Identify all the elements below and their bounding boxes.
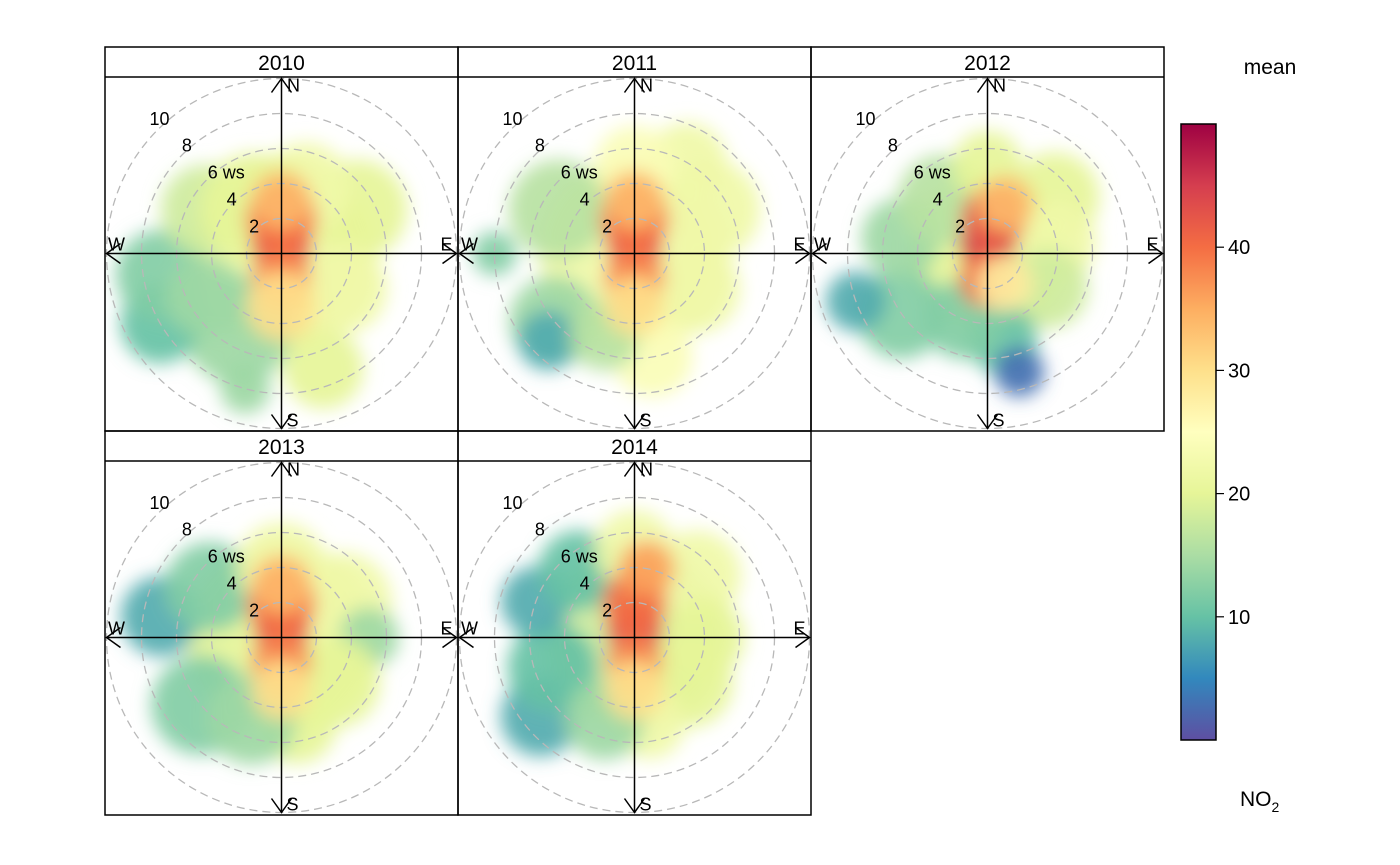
panel-2014: N S E W 24 6 ws 8 10 2014 (457, 430, 812, 816)
panel-strip-label: 2012 (964, 52, 1011, 75)
ring-label: 4 (227, 574, 237, 594)
compass-label-N: N (993, 76, 1006, 96)
panel-strip-label: 2011 (612, 52, 657, 75)
ring-label: 10 (149, 493, 169, 513)
compass-label-E: E (793, 619, 805, 639)
ring-label: 10 (149, 109, 169, 129)
surface-cell (977, 255, 1033, 312)
ring-label: 8 (535, 136, 545, 156)
polar-surface (500, 510, 745, 760)
colorbar-title-sub: 2 (1272, 799, 1280, 815)
panel-2011: N S E W 24 6 ws 8 10 2011 (457, 46, 812, 432)
compass-label-E: E (440, 619, 452, 639)
surface-cell (283, 328, 364, 409)
colorbar-tick-label: 20 (1228, 484, 1250, 506)
ring-label: 6 ws (914, 163, 951, 183)
ring-label: 6 ws (561, 163, 598, 183)
compass-axes (458, 77, 811, 430)
compass-label-E: E (793, 235, 805, 255)
compass-label-N: N (640, 460, 653, 480)
ring-label: 4 (227, 190, 237, 210)
colorbar-ticks: 10 20 30 40 (1216, 237, 1250, 629)
compass-label-S: S (286, 411, 298, 431)
panel-2012: N S E W 24 6 ws 8 10 2012 (810, 46, 1165, 432)
ring-label: 8 (888, 136, 898, 156)
surface-cell (164, 542, 255, 633)
panel-2013: N S E W 24 6 ws 8 10 2013 (104, 430, 459, 816)
colorbar-title-bottom: NO2 (1240, 788, 1280, 815)
colorbar-gradient (1180, 123, 1217, 741)
surface-cell (508, 159, 609, 260)
compass-label-E: E (440, 235, 452, 255)
ring-label: 2 (955, 217, 965, 237)
compass-label-N: N (287, 76, 300, 96)
compass-label-W: W (461, 235, 478, 255)
compass-label-N: N (640, 76, 653, 96)
colorbar-tick-label: 30 (1228, 360, 1250, 382)
compass-label-S: S (639, 795, 651, 815)
panel-frame (810, 46, 1165, 432)
panel-frame (457, 430, 812, 816)
compass-label-W: W (108, 619, 125, 639)
ring-label: 6 ws (208, 163, 245, 183)
surface-cell (165, 257, 246, 338)
ring-label: 8 (182, 136, 192, 156)
ring-label: 4 (580, 574, 590, 594)
compass-label-W: W (461, 619, 478, 639)
ring-label: 10 (502, 493, 522, 513)
colorbar: mean 10 20 30 40 NO2 (1180, 56, 1297, 815)
compass-label-S: S (286, 795, 298, 815)
ring-label: 8 (182, 520, 192, 540)
panel-strip-label: 2014 (611, 436, 658, 459)
ring-label: 2 (602, 217, 612, 237)
surface-cell (517, 310, 578, 371)
polar-surface (120, 522, 399, 765)
colorbar-tick-label: 40 (1228, 237, 1250, 259)
surface-cell (650, 243, 741, 334)
panel-2010: N S E W 24 6 ws 8 10 2010 (104, 46, 459, 432)
colorbar-title-main: NO (1240, 788, 1272, 811)
compass-label-S: S (992, 411, 1004, 431)
compass-label-W: W (108, 235, 125, 255)
polar-surface (825, 131, 1100, 397)
ring-label: 8 (535, 520, 545, 540)
surface-cell (507, 622, 598, 713)
compass-axes (811, 77, 1164, 430)
ring-label: 10 (502, 109, 522, 129)
ring-label: 4 (933, 190, 943, 210)
polar-surface (472, 122, 761, 397)
surface-cell (297, 243, 388, 334)
compass-axes (105, 77, 458, 430)
compass-axes (105, 461, 458, 814)
panel-strip-label: 2010 (258, 52, 305, 75)
compass-label-S: S (639, 411, 651, 431)
compass-axes (458, 461, 811, 814)
ring-label: 6 ws (561, 547, 598, 567)
ring-label: 2 (249, 601, 259, 621)
ring-label: 2 (602, 601, 612, 621)
ring-label: 6 ws (208, 547, 245, 567)
ring-label: 2 (249, 217, 259, 237)
ring-label: 10 (855, 109, 875, 129)
surface-cell (994, 346, 1045, 397)
colorbar-tick-label: 10 (1228, 607, 1250, 629)
compass-label-N: N (287, 460, 300, 480)
compass-label-W: W (814, 235, 831, 255)
colorbar-title-top: mean (1244, 56, 1297, 79)
ring-label: 4 (580, 190, 590, 210)
compass-label-E: E (1146, 235, 1158, 255)
surface-cell (220, 363, 271, 414)
surface-cell (977, 176, 1034, 233)
panel-strip-label: 2013 (258, 436, 305, 459)
polar-surface (115, 142, 408, 414)
